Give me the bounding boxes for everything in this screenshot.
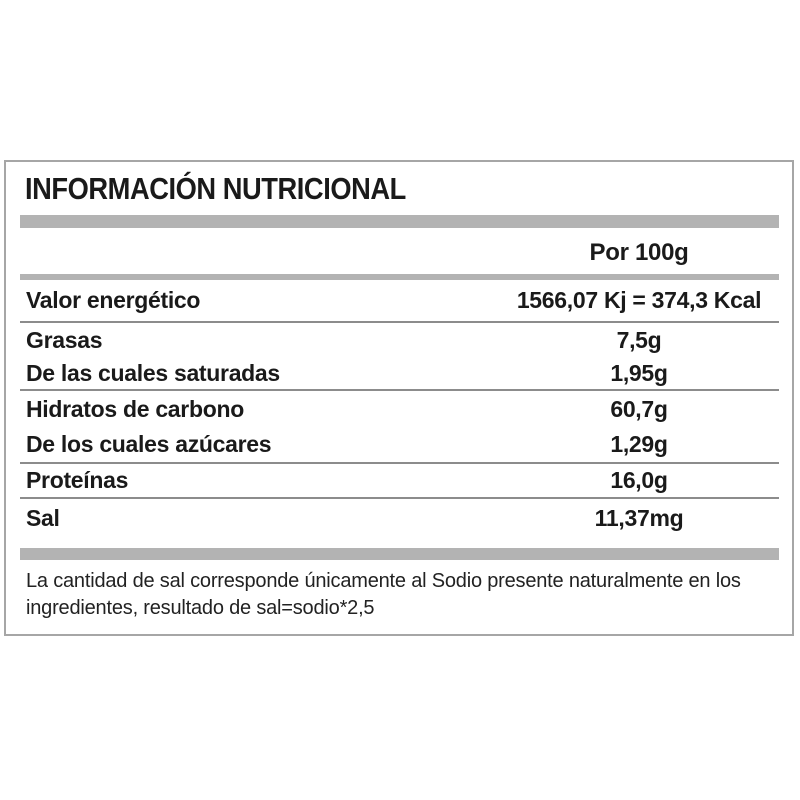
nutrient-label: Valor energético <box>26 287 201 313</box>
nutrient-value: 1,95g <box>610 359 668 386</box>
table-row-saturated-fat: De las cuales saturadas 1,95g <box>20 357 779 391</box>
nutrient-value: 11,37mg <box>594 504 684 531</box>
nutrient-label: Grasas <box>26 326 103 353</box>
per-100g-column-header: Por 100g <box>589 239 689 266</box>
nutrition-facts-panel: INFORMACIÓN NUTRICIONAL Por 100g Valor e… <box>4 160 794 636</box>
header-divider-bar <box>20 215 779 228</box>
nutrient-label: De las cuales saturadas <box>26 359 280 386</box>
nutrient-label: Hidratos de carbono <box>26 395 244 422</box>
table-row-fat: Grasas 7,5g <box>20 323 779 357</box>
nutrition-title: INFORMACIÓN NUTRICIONAL <box>25 171 406 206</box>
table-row-sugars: De los cuales azúcares 1,29g <box>20 427 779 464</box>
salt-footnote-line1: La cantidad de sal corresponde únicament… <box>26 570 741 592</box>
nutrient-value: 7,5g <box>616 326 662 353</box>
table-row-protein: Proteínas 16,0g <box>20 464 779 499</box>
table-row-salt: Sal 11,37mg <box>20 499 779 537</box>
nutrient-value: 1,29g <box>610 431 668 457</box>
footer-divider-bar <box>20 548 779 560</box>
nutrient-rows: Valor energético 1566,07 Kj = 374,3 Kcal… <box>20 280 779 537</box>
salt-footnote-line2: ingredientes, resultado de sal=sodio*2,5 <box>26 597 375 619</box>
nutrient-value: 16,0g <box>610 467 668 493</box>
table-row-energy: Valor energético 1566,07 Kj = 374,3 Kcal <box>20 280 779 323</box>
nutrient-value: 60,7g <box>610 395 668 422</box>
column-header-divider-bar <box>20 274 779 280</box>
nutrient-label: Sal <box>26 504 60 531</box>
nutrient-label: Proteínas <box>26 467 129 493</box>
salt-footnote: La cantidad de sal corresponde únicament… <box>26 568 778 622</box>
nutrient-label: De los cuales azúcares <box>26 431 272 457</box>
table-row-carbohydrates: Hidratos de carbono 60,7g <box>20 391 779 427</box>
nutrient-value: 1566,07 Kj = 374,3 Kcal <box>516 287 762 313</box>
column-header-row: Por 100g <box>20 232 779 274</box>
